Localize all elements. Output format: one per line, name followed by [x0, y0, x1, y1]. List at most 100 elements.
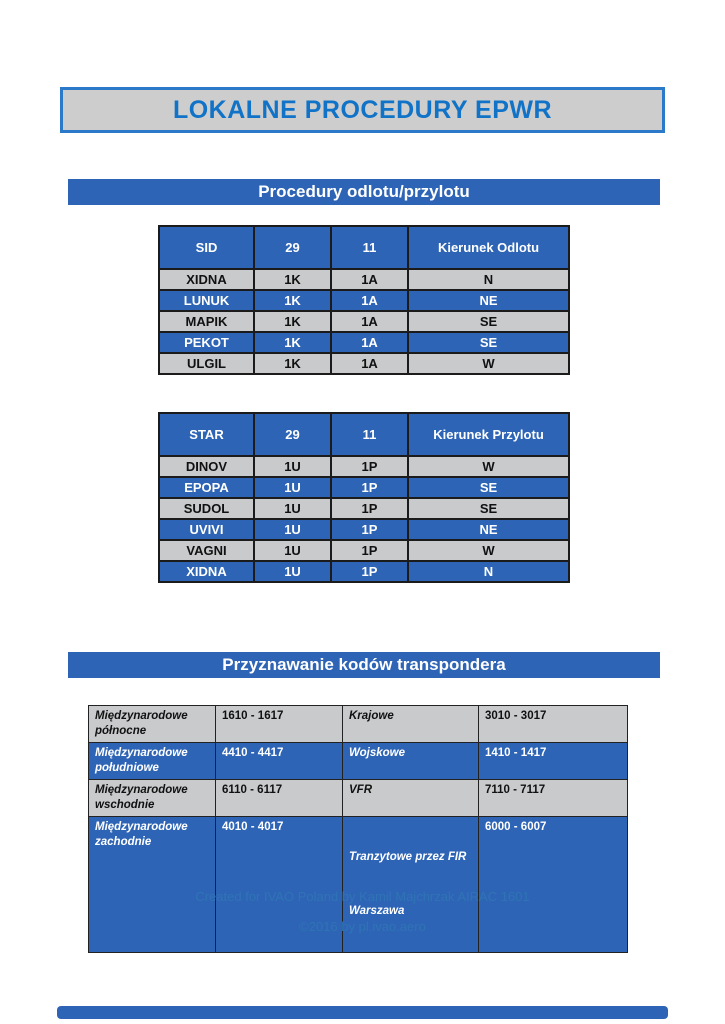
table-row: EPOPA 1U 1P SE: [158, 476, 570, 499]
transponder-code-range: 1410 - 1417: [478, 741, 628, 780]
transponder-code-range: 4410 - 4417: [215, 741, 343, 780]
transponder-category: Tranzytowe przez FIR Warszawa: [342, 815, 479, 954]
table-cell: UVIVI: [158, 518, 255, 541]
star-table-header-row: STAR 29 11 Kierunek Przylotu: [158, 412, 570, 457]
transponder-category: Międzynarodowe południowe: [88, 741, 216, 780]
table-cell: 1A: [330, 310, 409, 333]
table-cell: ULGIL: [158, 352, 255, 375]
table-cell: 1A: [330, 289, 409, 312]
column-header-sid: SID: [158, 225, 255, 270]
table-cell: VAGNI: [158, 539, 255, 562]
transponder-category: Międzynarodowe zachodnie: [88, 815, 216, 954]
table-cell: 1P: [330, 560, 409, 583]
table-cell: 1A: [330, 331, 409, 354]
table-cell: N: [407, 560, 570, 583]
table-cell: 1P: [330, 497, 409, 520]
column-header-star: STAR: [158, 412, 255, 457]
star-table: STAR 29 11 Kierunek Przylotu DINOV 1U 1P…: [158, 412, 570, 583]
table-cell: 1P: [330, 455, 409, 478]
table-cell: XIDNA: [158, 268, 255, 291]
transponder-category: Krajowe: [342, 705, 479, 743]
table-cell: 1P: [330, 476, 409, 499]
transponder-category-line2: Warszawa: [349, 905, 405, 918]
table-cell: 1U: [253, 539, 332, 562]
section-banner-procedures: Procedury odlotu/przylotu: [68, 179, 660, 205]
table-row: XIDNA 1U 1P N: [158, 560, 570, 583]
table-cell: 1K: [253, 310, 332, 333]
table-cell: SE: [407, 497, 570, 520]
table-cell: NE: [407, 289, 570, 312]
transponder-category: VFR: [342, 778, 479, 817]
table-cell: 1K: [253, 352, 332, 375]
footer-copyright-line: ©2016 by pl.ivao.aero: [299, 919, 426, 934]
table-cell: DINOV: [158, 455, 255, 478]
transponder-code-range: 6000 - 6007: [478, 815, 628, 954]
table-cell: W: [407, 539, 570, 562]
table-row: UVIVI 1U 1P NE: [158, 518, 570, 541]
table-cell: XIDNA: [158, 560, 255, 583]
table-cell: 1U: [253, 455, 332, 478]
section-banner-procedures-label: Procedury odlotu/przylotu: [258, 182, 470, 201]
table-row: Międzynarodowe wschodnie 6110 - 6117 VFR…: [88, 778, 628, 817]
table-row: PEKOT 1K 1A SE: [158, 331, 570, 354]
title-box: LOKALNE PROCEDURY EPWR: [60, 87, 665, 133]
table-cell: 1K: [253, 331, 332, 354]
sid-table: SID 29 11 Kierunek Odlotu XIDNA 1K 1A N …: [158, 225, 570, 375]
table-cell: 1P: [330, 539, 409, 562]
sid-table-header-row: SID 29 11 Kierunek Odlotu: [158, 225, 570, 270]
table-cell: W: [407, 455, 570, 478]
table-row: LUNUK 1K 1A NE: [158, 289, 570, 312]
transponder-code-range: 6110 - 6117: [215, 778, 343, 817]
table-row: Międzynarodowe południowe 4410 - 4417 Wo…: [88, 741, 628, 780]
table-row: DINOV 1U 1P W: [158, 455, 570, 478]
column-header-rwy29: 29: [253, 225, 332, 270]
transponder-category: Międzynarodowe północne: [88, 705, 216, 743]
transponder-code-range: 3010 - 3017: [478, 705, 628, 743]
table-cell: 1U: [253, 560, 332, 583]
table-cell: LUNUK: [158, 289, 255, 312]
table-cell: 1K: [253, 268, 332, 291]
section-banner-transponder-label: Przyznawanie kodów transpondera: [222, 655, 506, 674]
column-header-rwy29: 29: [253, 412, 332, 457]
transponder-table: Międzynarodowe północne 1610 - 1617 Kraj…: [88, 705, 628, 954]
transponder-code-range: 1610 - 1617: [215, 705, 343, 743]
table-cell: W: [407, 352, 570, 375]
column-header-rwy11: 11: [330, 412, 409, 457]
column-header-departure-direction: Kierunek Odlotu: [407, 225, 570, 270]
column-header-arrival-direction: Kierunek Przylotu: [407, 412, 570, 457]
table-cell: PEKOT: [158, 331, 255, 354]
table-cell: 1A: [330, 352, 409, 375]
column-header-rwy11: 11: [330, 225, 409, 270]
transponder-category: Wojskowe: [342, 741, 479, 780]
table-row: Międzynarodowe zachodnie 4010 - 4017 Tra…: [88, 815, 628, 954]
table-cell: 1U: [253, 476, 332, 499]
table-cell: 1U: [253, 518, 332, 541]
table-cell: SUDOL: [158, 497, 255, 520]
section-banner-transponder: Przyznawanie kodów transpondera: [68, 652, 660, 678]
table-row: XIDNA 1K 1A N: [158, 268, 570, 291]
table-row: SUDOL 1U 1P SE: [158, 497, 570, 520]
transponder-code-range: 7110 - 7117: [478, 778, 628, 817]
transponder-code-range: 4010 - 4017: [215, 815, 343, 954]
table-cell: NE: [407, 518, 570, 541]
page-footer-bar: [57, 1006, 668, 1019]
footer-credit-line: Created for IVAO Poland by Kamil Majchrz…: [195, 889, 530, 904]
table-cell: 1A: [330, 268, 409, 291]
table-cell: SE: [407, 476, 570, 499]
table-cell: 1U: [253, 497, 332, 520]
table-row: VAGNI 1U 1P W: [158, 539, 570, 562]
table-cell: EPOPA: [158, 476, 255, 499]
page-title: LOKALNE PROCEDURY EPWR: [172, 95, 553, 124]
table-row: ULGIL 1K 1A W: [158, 352, 570, 375]
table-cell: MAPIK: [158, 310, 255, 333]
table-cell: SE: [407, 331, 570, 354]
transponder-category-line1: Tranzytowe przez FIR: [349, 850, 467, 863]
transponder-category: Międzynarodowe wschodnie: [88, 778, 216, 817]
table-cell: N: [407, 268, 570, 291]
table-row: MAPIK 1K 1A SE: [158, 310, 570, 333]
table-cell: SE: [407, 310, 570, 333]
table-cell: 1K: [253, 289, 332, 312]
table-row: Międzynarodowe północne 1610 - 1617 Kraj…: [88, 705, 628, 743]
table-cell: 1P: [330, 518, 409, 541]
